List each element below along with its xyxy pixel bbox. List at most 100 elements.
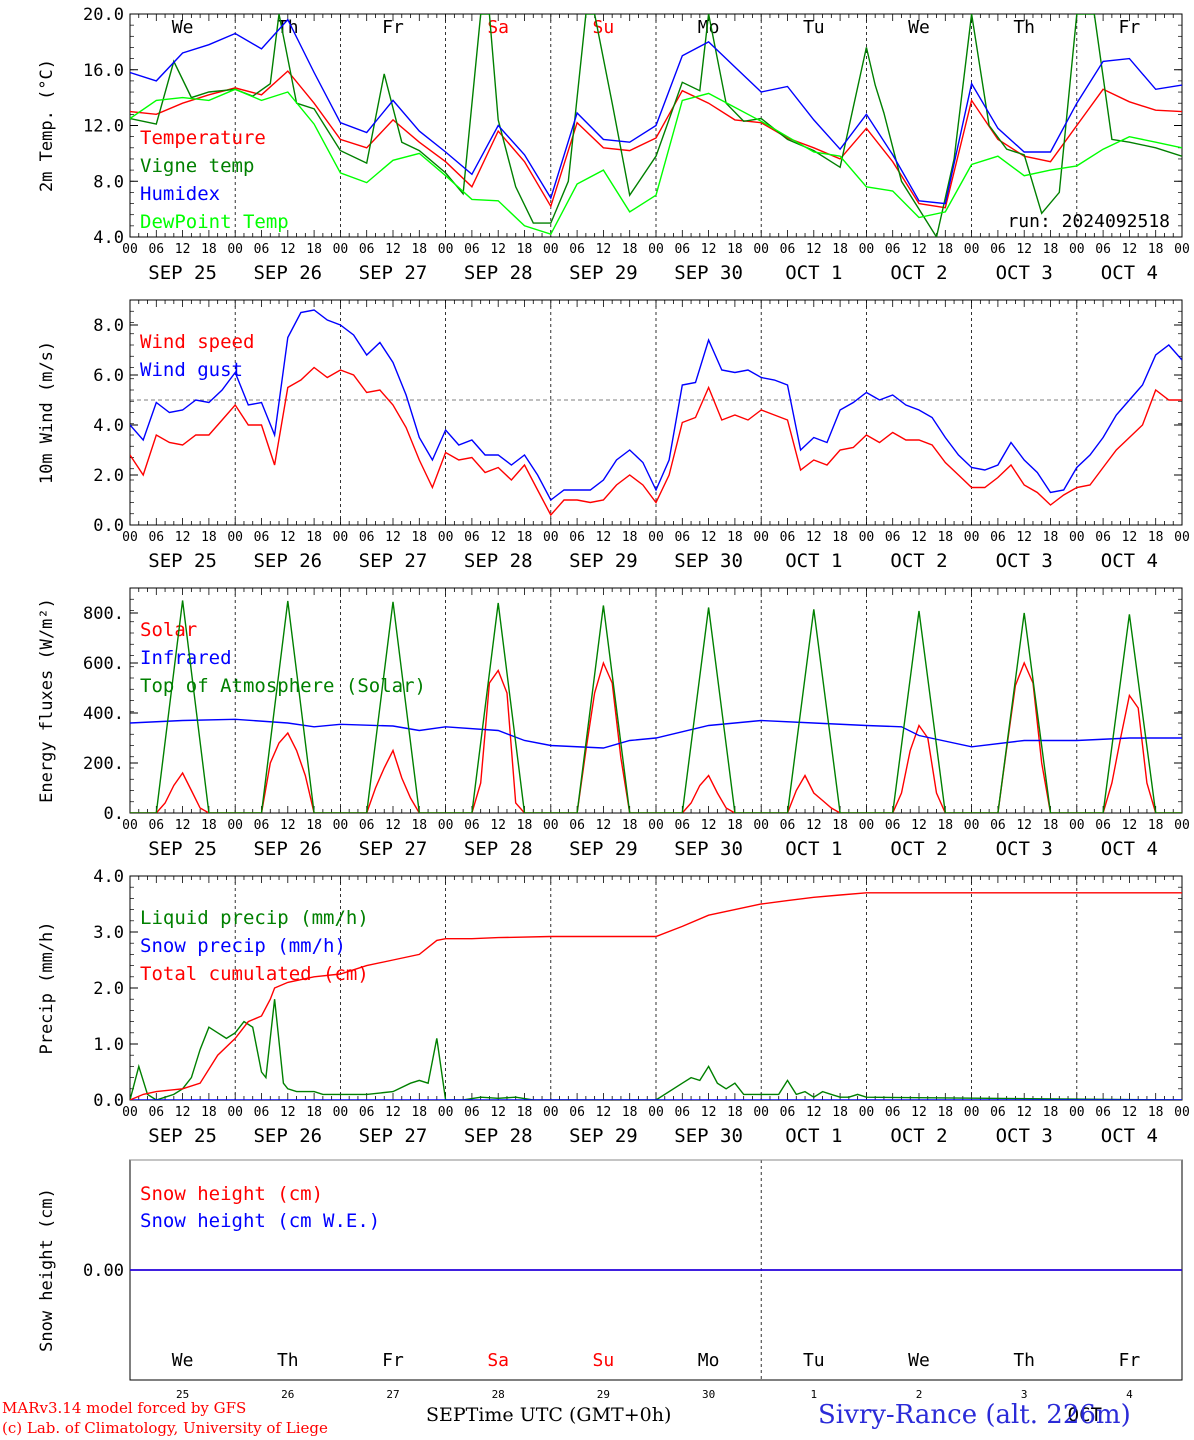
hour-label: 06	[569, 1105, 585, 1120]
hour-label: 00	[1069, 530, 1085, 545]
hour-label: 12	[701, 242, 717, 257]
date-label: SEP 29	[569, 262, 638, 284]
series-line-wind-gust	[130, 309, 1182, 502]
hour-label: 12	[1122, 530, 1138, 545]
legend-entry: Humidex	[140, 183, 220, 205]
hour-label: 12	[1122, 1105, 1138, 1120]
hour-label: 12	[1016, 1105, 1032, 1120]
hour-label: 00	[333, 818, 349, 833]
run-annotation: run: 2024092518	[1007, 211, 1170, 232]
hour-label: 06	[674, 530, 690, 545]
hour-label: 00	[122, 530, 138, 545]
hour-label: 18	[517, 242, 533, 257]
hour-label: 12	[175, 818, 191, 833]
y-tick-label: 0.00	[83, 1261, 124, 1281]
day-number: 25	[176, 1388, 189, 1401]
hour-label: 00	[227, 530, 243, 545]
hour-label: 18	[201, 818, 217, 833]
hour-label: 06	[254, 530, 270, 545]
day-number: 29	[597, 1388, 610, 1401]
legend-entry: Vigne temp	[140, 155, 254, 177]
hour-label: 18	[1148, 818, 1164, 833]
hour-label: 06	[1095, 818, 1111, 833]
date-label: SEP 30	[674, 262, 743, 284]
hour-label: 18	[306, 530, 322, 545]
y-tick-label: 600.	[83, 654, 124, 674]
day-label: Mo	[698, 17, 720, 38]
day-number: 1	[810, 1388, 817, 1401]
hour-label: 06	[148, 818, 164, 833]
date-label: SEP 30	[674, 1125, 743, 1147]
date-label: OCT 2	[890, 838, 947, 860]
hour-label: 12	[911, 1105, 927, 1120]
legend-entry: Wind speed	[140, 331, 254, 353]
hour-label: 06	[254, 242, 270, 257]
hour-label: 12	[701, 1105, 717, 1120]
series-line-infrared	[130, 718, 1182, 749]
hour-label: 00	[333, 1105, 349, 1120]
hour-label: 18	[306, 1105, 322, 1120]
legend-entry: Temperature	[140, 127, 266, 149]
day-label: Su	[593, 1350, 615, 1371]
date-label: OCT 1	[785, 1125, 842, 1147]
hour-label: 00	[227, 1105, 243, 1120]
date-label: SEP 27	[359, 550, 428, 572]
day-label: Th	[1013, 17, 1035, 38]
hour-label: 12	[385, 530, 401, 545]
hour-label: 12	[1122, 242, 1138, 257]
hour-label: 00	[543, 530, 559, 545]
date-label: OCT 2	[890, 262, 947, 284]
y-axis-label: 2m Temp. (°C)	[37, 59, 57, 192]
hour-label: 12	[1016, 242, 1032, 257]
hour-label: 00	[1174, 242, 1190, 257]
hour-label: 18	[622, 1105, 638, 1120]
hour-label: 00	[438, 530, 454, 545]
hour-label: 18	[201, 530, 217, 545]
hour-label: 18	[727, 818, 743, 833]
y-tick-label: 6.0	[93, 366, 124, 386]
hour-label: 18	[832, 818, 848, 833]
hour-label: 12	[1122, 818, 1138, 833]
hour-label: 06	[464, 242, 480, 257]
hour-label: 18	[306, 242, 322, 257]
hour-label: 18	[1043, 242, 1059, 257]
hour-label: 06	[254, 1105, 270, 1120]
hour-label: 06	[1095, 530, 1111, 545]
date-label: OCT 1	[785, 550, 842, 572]
y-tick-label: 800.	[83, 604, 124, 624]
hour-label: 06	[359, 242, 375, 257]
hour-label: 00	[859, 242, 875, 257]
hour-label: 00	[859, 1105, 875, 1120]
hour-label: 12	[1016, 818, 1032, 833]
hour-label: 00	[964, 530, 980, 545]
y-tick-label: 200.	[83, 754, 124, 774]
y-tick-label: 3.0	[93, 923, 124, 943]
series-line-humidex	[130, 18, 1182, 205]
date-label: SEP 26	[253, 262, 322, 284]
series-line-vigne-temp	[130, 14, 1182, 237]
date-label: SEP 25	[148, 838, 217, 860]
hour-label: 06	[885, 818, 901, 833]
hour-label: 18	[306, 818, 322, 833]
day-label: Th	[277, 1350, 299, 1371]
hour-label: 06	[359, 530, 375, 545]
hour-label: 12	[806, 530, 822, 545]
time-axis-label: SEPTime UTC (GMT+0h)	[426, 1404, 672, 1426]
series-line-total-cumulated-cm-	[130, 892, 1182, 1100]
date-label: SEP 28	[464, 262, 533, 284]
date-label: SEP 30	[674, 838, 743, 860]
hour-label: 00	[753, 818, 769, 833]
hour-label: 06	[780, 818, 796, 833]
day-label: Fr	[382, 17, 404, 38]
station-name: Sivry-Rance (alt. 226m)	[818, 1400, 1131, 1430]
panel-3-frame	[129, 587, 1183, 814]
series-line-top-of-atmosphere-solar-	[130, 600, 1182, 813]
day-label: Fr	[1119, 17, 1141, 38]
date-label: OCT 4	[1101, 262, 1158, 284]
date-label: SEP 26	[253, 550, 322, 572]
date-label: SEP 30	[674, 550, 743, 572]
hour-label: 18	[622, 818, 638, 833]
date-label: SEP 28	[464, 1125, 533, 1147]
y-tick-label: 0.	[104, 804, 124, 824]
hour-label: 00	[753, 1105, 769, 1120]
